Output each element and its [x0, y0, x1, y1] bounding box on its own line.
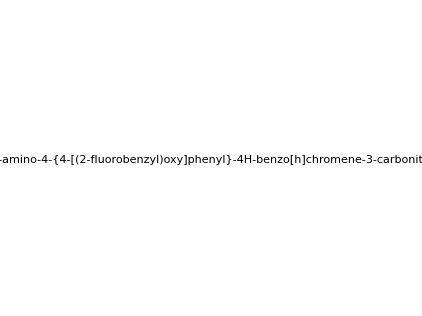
- Text: 2-amino-4-{4-[(2-fluorobenzyl)oxy]phenyl}-4H-benzo[h]chromene-3-carbonitrile: 2-amino-4-{4-[(2-fluorobenzyl)oxy]phenyl…: [0, 155, 422, 165]
